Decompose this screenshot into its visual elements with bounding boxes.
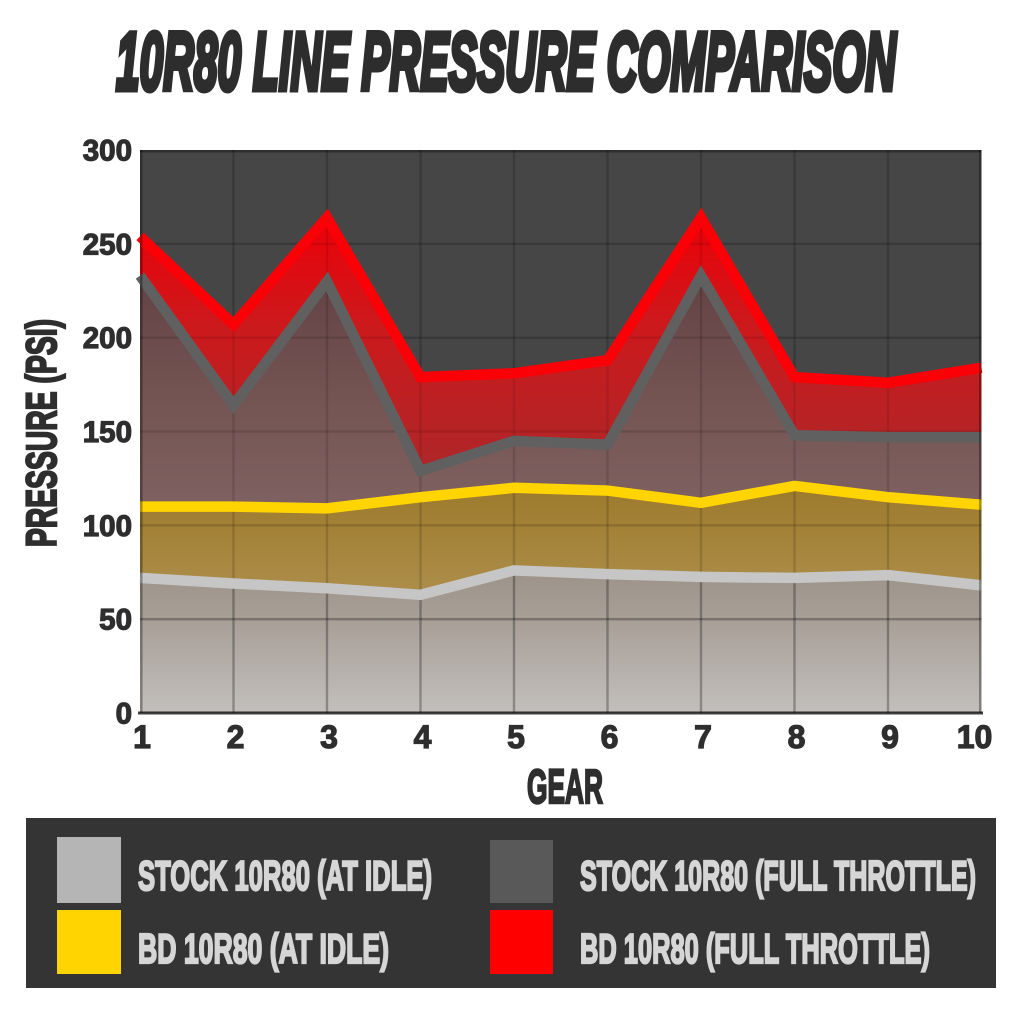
svg-text:6: 6 bbox=[601, 719, 619, 755]
svg-text:BD 10R80 (AT IDLE): BD 10R80 (AT IDLE) bbox=[138, 925, 389, 972]
svg-text:GEAR: GEAR bbox=[527, 761, 603, 814]
svg-text:10R80 LINE PRESSURE COMPARISON: 10R80 LINE PRESSURE COMPARISON bbox=[116, 17, 897, 108]
svg-text:10: 10 bbox=[957, 719, 993, 755]
svg-text:7: 7 bbox=[694, 719, 712, 755]
svg-text:250: 250 bbox=[83, 228, 132, 261]
svg-text:PRESSURE (PSI): PRESSURE (PSI) bbox=[18, 319, 66, 547]
svg-text:5: 5 bbox=[507, 719, 525, 755]
svg-text:300: 300 bbox=[83, 135, 132, 168]
svg-text:4: 4 bbox=[414, 719, 432, 755]
svg-text:200: 200 bbox=[83, 322, 132, 355]
svg-text:1: 1 bbox=[133, 719, 151, 755]
svg-text:2: 2 bbox=[227, 719, 245, 755]
svg-text:8: 8 bbox=[788, 719, 806, 755]
svg-text:3: 3 bbox=[320, 719, 338, 755]
svg-text:STOCK 10R80 (FULL THROTTLE): STOCK 10R80 (FULL THROTTLE) bbox=[580, 852, 976, 899]
svg-text:BD 10R80 (FULL THROTTLE): BD 10R80 (FULL THROTTLE) bbox=[580, 925, 930, 972]
svg-text:50: 50 bbox=[99, 604, 132, 637]
svg-text:STOCK 10R80 (AT IDLE): STOCK 10R80 (AT IDLE) bbox=[138, 852, 432, 899]
svg-text:9: 9 bbox=[881, 719, 899, 755]
svg-text:150: 150 bbox=[83, 416, 132, 449]
svg-text:0: 0 bbox=[116, 698, 132, 731]
svg-text:100: 100 bbox=[83, 510, 132, 543]
